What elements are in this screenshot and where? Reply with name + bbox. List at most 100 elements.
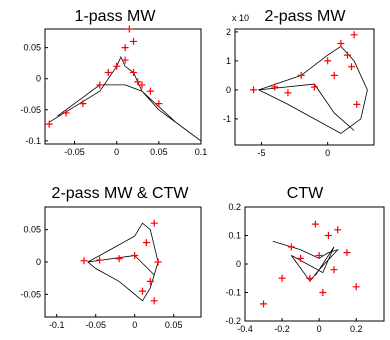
panel-4-ytick-label: -0.2 <box>225 316 241 326</box>
panel-1-point <box>113 62 121 70</box>
panel-4-point <box>315 251 323 259</box>
panel-4-point <box>297 254 305 262</box>
panel-1-point <box>79 100 87 108</box>
panel-4-xtick-label: 0.2 <box>350 324 363 334</box>
panel-4-point <box>278 274 286 282</box>
panel-2-point <box>297 71 305 79</box>
panel-1-point <box>146 87 154 95</box>
panel-3-point <box>154 258 162 266</box>
panel-3-point <box>142 239 150 247</box>
panel-2-ytick-label: 0 <box>226 85 231 95</box>
panel-1-ytick-label: -0.1 <box>25 136 41 146</box>
panel-1-ytick-label: 0 <box>36 74 41 84</box>
panel-4-plot: -0.4 -0.2 0 0.2-0.2-0.100.10.2 <box>225 202 385 334</box>
panel-1-point <box>45 120 53 128</box>
panel-4-point <box>343 249 351 257</box>
panel-3-xtick-label: 0 <box>132 320 137 330</box>
panel-2-point <box>310 83 318 91</box>
panel-3-frame <box>44 206 202 318</box>
panel-3-plot: -0.1 -0.05 0 0.05 -0.05 0 0.05 <box>20 206 202 330</box>
panel-1-point <box>96 81 104 89</box>
panel-4-ytick-label: 0.1 <box>228 231 241 241</box>
panel-2: 2-pass MW x 10 -5 0 -1 0 1 2 <box>223 8 375 158</box>
panel-3-xtick-label: -0.1 <box>49 320 65 330</box>
panel-2-ytick-label: 2 <box>226 27 231 37</box>
panel-2-point <box>337 40 345 47</box>
panel-2-point <box>284 89 292 97</box>
panel-2-point <box>353 100 361 108</box>
panel-4-point <box>260 300 268 308</box>
panel-3-point <box>115 255 123 263</box>
panel-1: 1-pass MW -0.05 0 0.05 0.1 -0.1 -0.05 0 0.05 <box>20 8 207 157</box>
panel-3-ytick-label: -0.05 <box>20 289 41 299</box>
panel-4-point <box>352 283 360 291</box>
panel-2-point <box>330 71 338 79</box>
panel-1-point <box>62 109 70 117</box>
panel-1-plot: -0.05 0 0.05 0.1 -0.1 -0.05 0 0.05 <box>20 25 208 157</box>
panel-3-ytick-label: 0.05 <box>23 225 41 235</box>
panel-4-point <box>311 220 319 228</box>
panel-3-point <box>150 219 158 227</box>
panel-4-title: CTW <box>287 185 324 202</box>
panel-3-point <box>131 252 139 260</box>
panel-1-xtick-label: 0.05 <box>150 147 168 157</box>
panel-4-ytick-label: 0 <box>236 259 241 269</box>
panel-1-series-0-line <box>48 56 202 142</box>
panel-4-ytick-label: -0.1 <box>225 288 241 298</box>
panel-1-point <box>121 44 129 52</box>
panel-1-point <box>155 100 163 108</box>
panel-1-xtick-label: -0.05 <box>64 147 85 157</box>
panel-2-point <box>324 57 332 65</box>
panel-2-ytick-label: 1 <box>226 56 231 66</box>
panel-1-point <box>138 81 146 89</box>
panel-4-point <box>334 226 342 234</box>
panel-2-xtick-label: -5 <box>257 148 265 158</box>
panel-2-frame <box>234 28 375 146</box>
panel-4-series-0-line <box>272 240 340 282</box>
panel-1-point <box>125 25 133 33</box>
panel-3-point <box>139 287 146 295</box>
panel-4-point <box>287 243 295 251</box>
panel-3-point <box>96 256 104 264</box>
panel-2-plot: -5 0 -1 0 1 2 <box>223 27 375 158</box>
panel-2-point <box>344 51 352 59</box>
panel-3-series-0-line <box>86 222 159 302</box>
panel-4-point <box>324 232 332 239</box>
panel-4-xtick-label: -0.2 <box>274 324 290 334</box>
panel-4-frame <box>244 206 385 322</box>
panel-2-title: 2-pass MW <box>265 8 347 25</box>
panel-2-xtick-label: 0 <box>325 148 330 158</box>
panel-1-point <box>130 37 138 45</box>
panel-3-xtick-label: 0.05 <box>165 320 183 330</box>
panel-1-xtick-label: 0.1 <box>195 147 208 157</box>
panel-3-point <box>146 277 154 285</box>
panel-2-point <box>350 31 358 39</box>
panel-3-point <box>150 297 158 305</box>
panel-2-point <box>271 83 279 91</box>
panel-4-point <box>330 266 338 274</box>
panel-3-ytick-label: 0 <box>36 257 41 267</box>
panel-1-title: 1-pass MW <box>75 8 157 25</box>
panel-4-point <box>319 289 327 296</box>
panel-2-exponent-label: x 10 <box>232 13 249 23</box>
panel-3-xtick-label: -0.05 <box>85 320 106 330</box>
panel-1-ytick-label: -0.05 <box>20 105 41 115</box>
panel-1-point <box>134 78 142 86</box>
panel-3-title: 2-pass MW & CTW <box>52 185 190 202</box>
panel-2-point <box>347 63 355 71</box>
panel-1-point <box>104 69 112 77</box>
panel-4: CTW -0.4 -0.2 0 0.2-0.2-0.100.10.2 <box>225 185 385 334</box>
panel-4-xtick-label: 0 <box>317 324 322 334</box>
panel-1-point <box>130 69 138 77</box>
panel-2-series-0-line <box>257 45 368 134</box>
panel-3-point <box>80 257 88 265</box>
panel-4-xtick-label: -0.4 <box>237 324 253 334</box>
panel-2-point <box>250 86 258 94</box>
panel-2-ytick-label: -1 <box>223 114 231 124</box>
panel-1-point <box>121 56 129 64</box>
panel-4-ytick-label: 0.2 <box>228 202 241 212</box>
panel-3: 2-pass MW & CTW -0.1 -0.05 0 0.05 -0.05 0 0.05 <box>20 185 202 330</box>
panel-1-ytick-label: 0.05 <box>23 43 41 53</box>
panel-1-xtick-label: 0 <box>114 147 119 157</box>
